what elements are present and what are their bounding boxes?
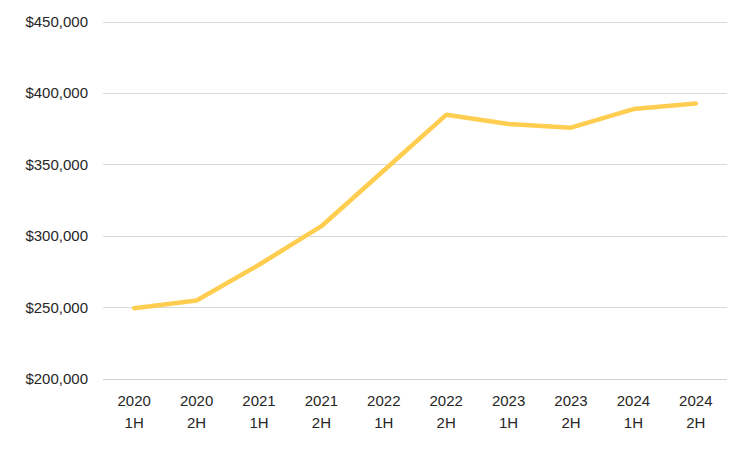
x-tick-label: 20241H	[617, 392, 650, 431]
x-tick-label: 20221H	[367, 392, 400, 431]
chart-svg: $200,000 $250,000 $300,000 $350,000 $400,000…	[0, 0, 750, 450]
data-line	[134, 103, 696, 308]
x-tick-label: 20202H	[180, 392, 213, 431]
grid-line	[103, 379, 727, 380]
x-tick-label: 20231H	[492, 392, 525, 431]
x-tick-label: 20211H	[242, 392, 275, 431]
y-grid	[103, 22, 727, 379]
y-tick-label: $450,000	[25, 13, 88, 30]
grid-line	[103, 236, 727, 237]
x-tick-label: 20212H	[305, 392, 338, 431]
x-tick-label: 20201H	[118, 392, 151, 431]
y-tick-label: $250,000	[25, 299, 88, 316]
y-tick-label: $400,000	[25, 84, 88, 101]
grid-line	[103, 307, 727, 308]
x-tick-label: 20232H	[554, 392, 587, 431]
grid-line	[103, 22, 727, 23]
chart-container: $200,000 $250,000 $300,000 $350,000 $400,000…	[0, 0, 750, 450]
y-tick-label: $350,000	[25, 156, 88, 173]
plot-area	[134, 103, 696, 308]
grid-line	[103, 164, 727, 165]
x-tick-label: 20222H	[430, 392, 463, 431]
x-tick-label: 20242H	[679, 392, 712, 431]
y-tick-label: $300,000	[25, 227, 88, 244]
y-tick-label: $200,000	[25, 370, 88, 387]
grid-line	[103, 93, 727, 94]
